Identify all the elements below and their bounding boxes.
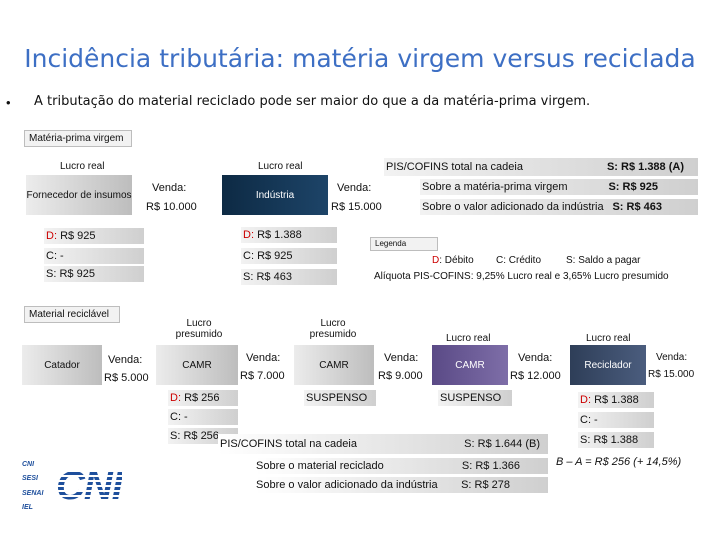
node-camr-3: CAMR xyxy=(432,345,508,385)
supplier-balance: S: R$ 925 xyxy=(44,266,144,282)
camr1-debit: D: R$ 256 xyxy=(168,390,238,406)
legend-balance: S: Saldo a pagar xyxy=(566,255,641,266)
chain-added-recycled: Sobre o valor adicionado da indústria S:… xyxy=(256,477,548,493)
node-catador: Catador xyxy=(22,345,102,385)
chain-total-virgin: PIS/COFINS total na cadeia S: R$ 1.388 (… xyxy=(384,158,698,176)
node-camr-2-label: CAMR xyxy=(319,359,349,371)
node-camr-3-label: CAMR xyxy=(455,359,485,371)
recic-balance: S: R$ 1.388 xyxy=(578,432,654,448)
node-camr-1-label: CAMR xyxy=(182,359,212,371)
chain-virgin-share: Sobre a matéria-prima virgem S: R$ 925 xyxy=(420,179,698,195)
regime-camr-3: Lucro real xyxy=(446,333,491,344)
sale-2-label: Venda: xyxy=(337,182,372,194)
legend-rates: Alíquota PIS-COFINS: 9,25% Lucro real e … xyxy=(374,271,669,282)
node-reciclador: Reciclador xyxy=(570,345,646,385)
sale-1-label: Venda: xyxy=(152,182,187,194)
camr1-credit: C: - xyxy=(168,409,238,425)
chain-added-share: Sobre o valor adicionado da indústria S:… xyxy=(420,199,698,215)
rec-sale-1-label: Venda: xyxy=(108,354,143,366)
slide-title: Incidência tributária: matéria virgem ve… xyxy=(24,44,696,73)
regime-supplier: Lucro real xyxy=(60,161,105,172)
regime-industry: Lucro real xyxy=(258,161,303,172)
chain-total-recycled: PIS/COFINS total na cadeia S: R$ 1.644 (… xyxy=(218,434,548,454)
rec-sale-3-label: Venda: xyxy=(384,352,419,364)
rec-sale-5-label: Venda: xyxy=(656,352,688,363)
sale-1-value: R$ 10.000 xyxy=(146,201,197,213)
difference-text: B – A = R$ 256 (+ 14,5%) xyxy=(556,456,682,468)
regime-camr-1: Lucro presumido xyxy=(175,318,223,340)
industry-debit: D: R$ 1.388 xyxy=(241,227,337,243)
cni-logo-text: CNI xyxy=(56,464,123,508)
node-camr-1: CAMR xyxy=(156,345,238,385)
bullet-point: • xyxy=(6,95,11,110)
rec-sale-2-label: Venda: xyxy=(246,352,281,364)
rec-sale-5-value: R$ 15.000 xyxy=(648,369,695,380)
suspenso-camr-2: SUSPENSO xyxy=(304,390,376,406)
rec-sale-4-label: Venda: xyxy=(518,352,553,364)
node-supplier-label: Fornecedor de insumos xyxy=(26,189,132,201)
industry-credit: C: R$ 925 xyxy=(241,248,337,264)
cni-logo-small-lines: CNI SESI SENAI IEL xyxy=(22,461,44,511)
supplier-credit: C: - xyxy=(44,248,144,264)
regime-camr-2: Lucro presumido xyxy=(309,318,357,340)
section-label-recycled: Material reciclável xyxy=(24,306,120,323)
recic-debit: D: R$ 1.388 xyxy=(578,392,654,408)
legend-credit: C: Crédito xyxy=(496,255,542,266)
rec-sale-3-value: R$ 9.000 xyxy=(378,370,423,382)
legend-title: Legenda xyxy=(370,237,438,251)
chain-recycled-share: Sobre o material reciclado S: R$ 1.366 xyxy=(256,458,548,474)
sale-2-value: R$ 15.000 xyxy=(331,201,382,213)
node-reciclador-label: Reciclador xyxy=(584,359,632,371)
legend-debit: D: Débito xyxy=(432,255,474,266)
node-industry: Indústria xyxy=(222,175,328,215)
industry-balance: S: R$ 463 xyxy=(241,269,337,285)
rec-sale-1-value: R$ 5.000 xyxy=(104,372,149,384)
rec-sale-4-value: R$ 12.000 xyxy=(510,370,561,382)
node-industry-label: Indústria xyxy=(255,189,295,201)
node-supplier: Fornecedor de insumos xyxy=(26,175,132,215)
node-camr-2: CAMR xyxy=(294,345,374,385)
regime-reciclador: Lucro real xyxy=(586,333,631,344)
cni-logo: CNI SESI SENAI IEL CNI xyxy=(22,460,152,512)
suspenso-camr-3: SUSPENSO xyxy=(438,390,512,406)
supplier-debit: D: R$ 925 xyxy=(44,228,144,244)
node-catador-label: Catador xyxy=(44,359,80,371)
section-label-virgin: Matéria-prima virgem xyxy=(24,130,132,147)
rec-sale-2-value: R$ 7.000 xyxy=(240,370,285,382)
bullet-text: A tributação do material reciclado pode … xyxy=(34,94,591,109)
recic-credit: C: - xyxy=(578,412,654,428)
